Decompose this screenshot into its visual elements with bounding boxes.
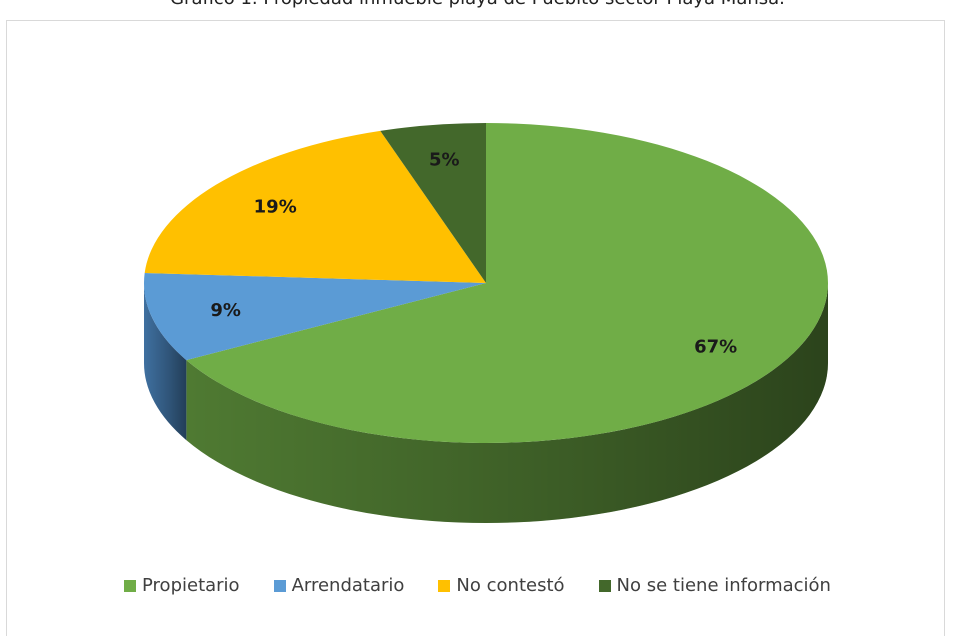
legend-label: No se tiene información (616, 575, 831, 596)
chart-legend: Propietario Arrendatario No contestó No … (0, 575, 955, 596)
legend-label: No contestó (456, 575, 565, 596)
legend-swatch (273, 579, 286, 592)
legend-swatch (124, 579, 137, 592)
pie-slice-no-contesto (144, 130, 486, 283)
legend-swatch (438, 579, 451, 592)
legend-swatch (598, 579, 611, 592)
legend-item-no-se-tiene-informacion: No se tiene información (598, 575, 831, 596)
data-label-no-se-tiene-informacion: 5% (429, 150, 460, 171)
pie-chart: 67% 9% 19% 5% (144, 123, 829, 523)
data-label-arrendatario: 9% (210, 300, 241, 321)
pie-slice-no-se-tiene-informacion (380, 123, 486, 283)
pie-side-shade (144, 283, 187, 441)
legend-item-no-contesto: No contestó (438, 575, 565, 596)
legend-item-arrendatario: Arrendatario (273, 575, 405, 596)
pie-slice-arrendatario (144, 272, 487, 361)
chart-title: Gráfico 1. Propiedad inmueble playa de P… (0, 0, 955, 9)
legend-item-propietario: Propietario (124, 575, 240, 596)
pie-side-shade (186, 283, 829, 523)
legend-label: Propietario (142, 575, 240, 596)
legend-label: Arrendatario (291, 575, 405, 596)
data-label-propietario: 67% (694, 337, 737, 358)
data-label-no-contesto: 19% (254, 197, 297, 218)
pie-slice-propietario (186, 123, 829, 443)
